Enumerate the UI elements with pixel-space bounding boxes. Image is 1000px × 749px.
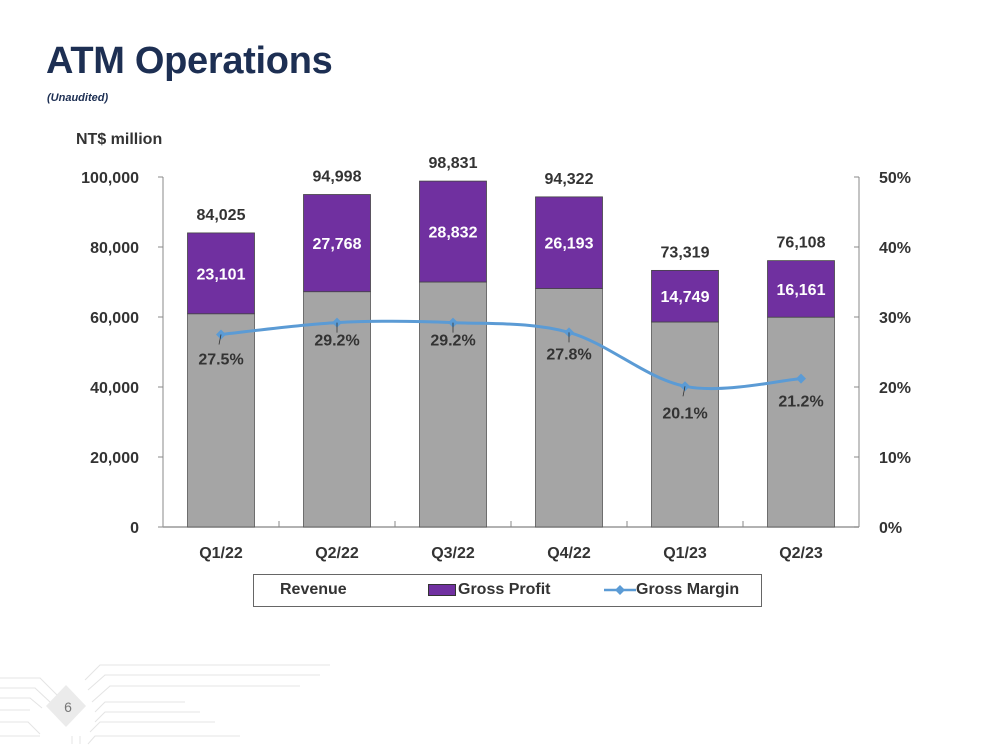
legend-label-gross-margin: Gross Margin <box>636 581 740 598</box>
y-tick-label: 20,000 <box>90 450 139 467</box>
y-right-tick-label: 10% <box>879 450 911 467</box>
gross-profit-data-label: 14,749 <box>661 289 710 306</box>
y-axis-unit-label: NT$ million <box>76 131 163 148</box>
page-number: 6 <box>64 699 72 715</box>
revenue-data-label: 94,998 <box>313 169 362 186</box>
legend-swatch-gross-profit <box>428 584 456 596</box>
page-title: ATM Operations <box>46 40 333 82</box>
gross-profit-data-label: 28,832 <box>429 225 478 242</box>
x-tick-label: Q2/23 <box>779 545 823 562</box>
y-right-tick-label: 50% <box>879 170 911 187</box>
gross-profit-bar <box>187 232 255 315</box>
gross-margin-data-label: 20.1% <box>662 405 707 422</box>
revenue-bar <box>187 313 255 528</box>
x-tick-label: Q3/22 <box>431 545 475 562</box>
gross-margin-marker <box>796 373 806 384</box>
gross-margin-data-label: 27.5% <box>198 352 243 369</box>
gross-margin-leader-line <box>682 386 686 397</box>
gross-profit-bar <box>303 194 371 293</box>
gross-margin-data-label: 21.2% <box>778 394 823 411</box>
x-tick-label: Q4/22 <box>547 545 591 562</box>
revenue-data-label: 73,319 <box>661 244 710 261</box>
gross-profit-data-label: 16,161 <box>777 282 826 299</box>
legend-item-revenue: Revenue <box>280 581 347 599</box>
y-tick-label: 80,000 <box>90 240 139 257</box>
revenue-data-label: 98,831 <box>429 155 478 172</box>
chart-legend: Revenue Gross Profit Gross Margin <box>253 574 762 607</box>
legend-item-gross-profit: Gross Profit <box>428 581 550 599</box>
gross-margin-data-label: 27.8% <box>546 346 591 363</box>
y-tick-label: 40,000 <box>90 380 139 397</box>
page-number-diamond-icon <box>46 685 86 727</box>
y-tick-label: 0 <box>130 520 139 537</box>
legend-item-gross-margin: Gross Margin <box>604 581 739 599</box>
y-right-tick-label: 40% <box>879 240 911 257</box>
revenue-bar <box>767 316 835 528</box>
revenue-bar <box>651 321 719 528</box>
y-right-tick-label: 30% <box>879 310 911 327</box>
circuit-decoration <box>0 664 330 745</box>
gross-profit-data-label: 23,101 <box>197 266 246 283</box>
legend-label-gross-profit: Gross Profit <box>458 581 551 598</box>
x-tick-label: Q1/23 <box>663 545 707 562</box>
gross-margin-line <box>220 319 802 391</box>
gross-margin-leader-line <box>218 334 222 345</box>
y-right-tick-label: 20% <box>879 380 911 397</box>
revenue-data-label: 84,025 <box>197 207 246 224</box>
legend-line-marker-icon <box>604 585 636 595</box>
revenue-data-label: 76,108 <box>777 235 826 252</box>
x-tick-label: Q1/22 <box>199 545 243 562</box>
gross-profit-bar <box>535 196 603 289</box>
gross-margin-data-label: 29.2% <box>314 333 359 350</box>
revenue-bar <box>535 288 603 528</box>
y-tick-label: 60,000 <box>90 310 139 327</box>
legend-label-revenue: Revenue <box>280 581 347 598</box>
gross-profit-data-label: 27,768 <box>313 236 362 253</box>
gross-profit-bar <box>419 180 487 283</box>
y-right-tick-label: 0% <box>879 520 902 537</box>
gross-profit-bar <box>651 269 719 323</box>
x-tick-label: Q2/22 <box>315 545 359 562</box>
page-subtitle: (Unaudited) <box>47 92 109 104</box>
gross-profit-data-label: 26,193 <box>545 236 594 253</box>
revenue-data-label: 94,322 <box>545 171 594 188</box>
gross-margin-data-label: 29.2% <box>430 333 475 350</box>
y-tick-label: 100,000 <box>81 170 139 187</box>
gross-profit-bar <box>767 260 835 318</box>
